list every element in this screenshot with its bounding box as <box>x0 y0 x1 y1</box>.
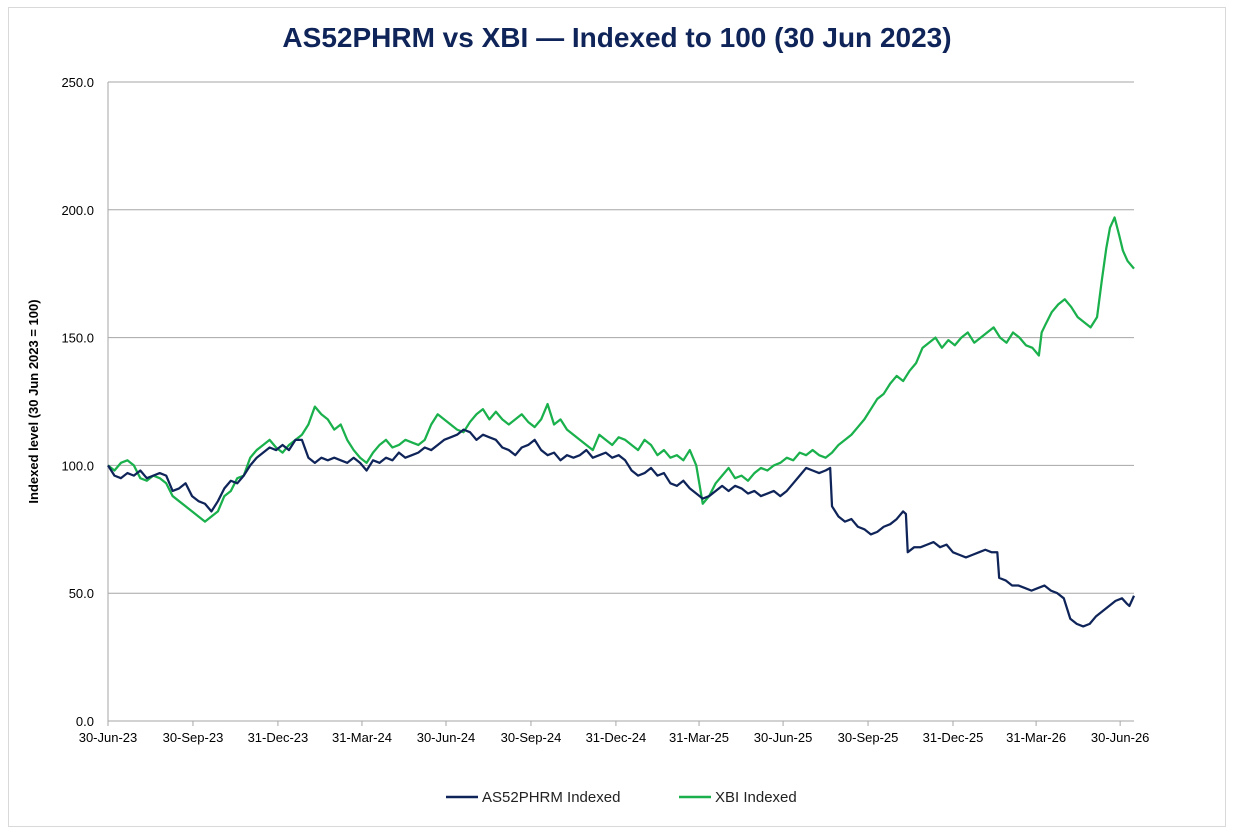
y-tick-label: 0.0 <box>76 714 94 729</box>
series-line-xbi-indexed <box>107 216 1135 523</box>
x-tick-label: 31-Mar-26 <box>1006 730 1066 745</box>
x-tick-label: 30-Jun-26 <box>1091 730 1150 745</box>
x-tick-label: 30-Sep-25 <box>838 730 899 745</box>
chart-frame <box>8 7 1226 827</box>
x-tick-label: 30-Sep-24 <box>501 730 562 745</box>
y-tick-label: 200.0 <box>61 203 94 218</box>
legend-label: AS52PHRM Indexed <box>482 789 620 806</box>
y-axis-label: Indexed level (30 Jun 2023 = 100) <box>26 299 41 503</box>
y-tick-label: 50.0 <box>69 586 94 601</box>
x-tick-label: 31-Dec-25 <box>923 730 984 745</box>
x-tick-label: 31-Dec-24 <box>586 730 647 745</box>
series-lines <box>107 216 1136 628</box>
chart-title: AS52PHRM vs XBI — Indexed to 100 (30 Jun… <box>282 22 952 53</box>
legend: AS52PHRM Indexed XBI Indexed <box>446 789 797 806</box>
x-tick-label: 31-Mar-25 <box>669 730 729 745</box>
y-tick-label: 100.0 <box>61 458 94 473</box>
x-tick-label: 30-Jun-24 <box>417 730 476 745</box>
x-tick-label: 31-Dec-23 <box>248 730 309 745</box>
x-tick-label: 30-Jun-23 <box>79 730 138 745</box>
legend-label: XBI Indexed <box>715 789 797 806</box>
y-tick-label: 150.0 <box>61 331 94 346</box>
series-line-as52phrm-indexed <box>107 428 1136 628</box>
y-axis-ticks: 0.0 50.0 100.0 150.0 200.0 250.0 <box>61 75 94 729</box>
x-tick-label: 30-Sep-23 <box>163 730 224 745</box>
x-tick-label: 31-Mar-24 <box>332 730 392 745</box>
x-tick-label: 30-Jun-25 <box>754 730 813 745</box>
y-tick-label: 250.0 <box>61 75 94 90</box>
x-axis-ticks: 30-Jun-23 30-Sep-23 31-Dec-23 31-Mar-24 30-J… <box>79 721 1150 745</box>
